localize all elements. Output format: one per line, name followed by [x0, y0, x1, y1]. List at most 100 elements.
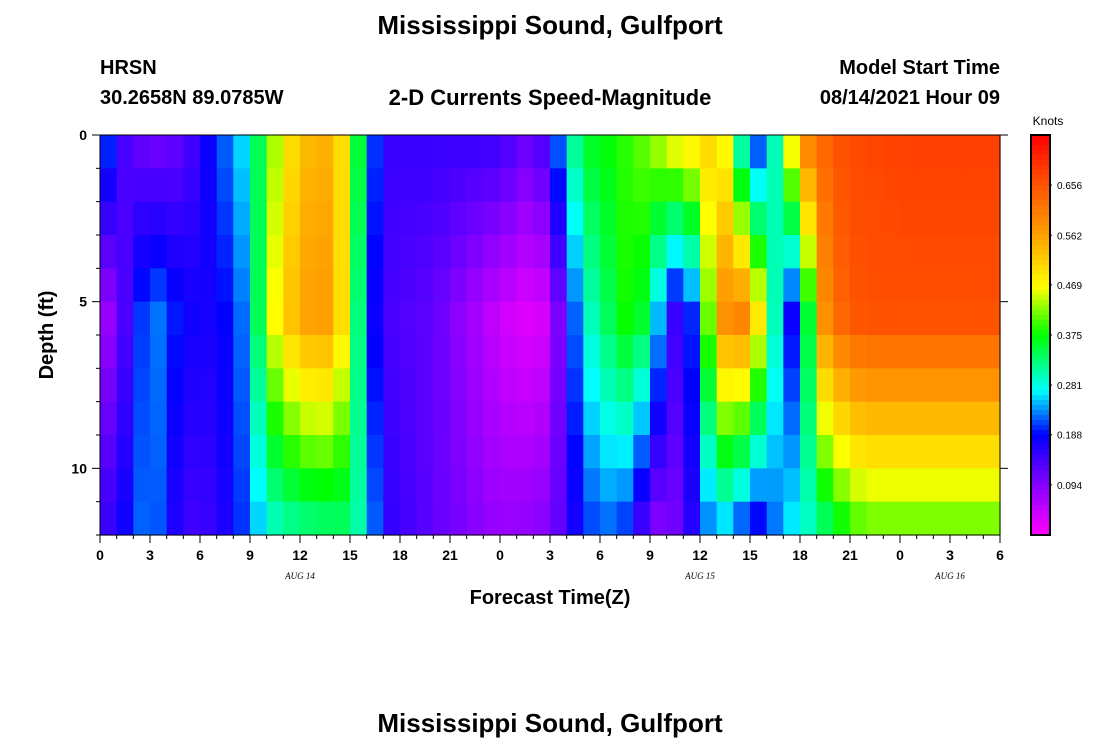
heatmap-cell — [133, 335, 151, 369]
heatmap-cell — [416, 135, 434, 169]
x-tick-label: 18 — [392, 547, 408, 563]
heatmap-cell — [150, 501, 168, 536]
colorbar-segment — [1031, 385, 1050, 391]
heatmap-cell — [966, 135, 984, 169]
heatmap-cell — [900, 301, 918, 336]
colorbar-segment — [1031, 240, 1050, 246]
heatmap-cell — [600, 201, 618, 236]
heatmap-cell — [666, 201, 684, 236]
heatmap-cell — [600, 501, 618, 536]
heatmap-cell — [483, 335, 501, 369]
heatmap-cell — [483, 135, 501, 169]
colorbar-segment — [1031, 370, 1050, 376]
heatmap-cell — [783, 335, 801, 369]
heatmap-cell — [450, 235, 468, 269]
heatmap-cell — [383, 335, 401, 369]
heatmap-cell — [800, 335, 818, 369]
heatmap-cell — [100, 135, 118, 169]
heatmap-cell — [666, 501, 684, 536]
heatmap-cell — [383, 435, 401, 469]
heatmap-cell — [266, 235, 284, 269]
heatmap-cell — [516, 235, 534, 269]
heatmap-cell — [716, 235, 734, 269]
heatmap-cell — [300, 168, 318, 203]
heatmap-cell — [433, 268, 451, 303]
heatmap-cell — [100, 468, 118, 503]
heatmap-cell — [950, 368, 968, 403]
colorbar-segment — [1031, 410, 1050, 416]
heatmap-cell — [933, 135, 951, 169]
heatmap-cell — [650, 401, 668, 436]
heatmap-cell — [916, 368, 934, 403]
heatmap-cell — [200, 335, 218, 369]
heatmap-cell — [866, 335, 884, 369]
colorbar-segment — [1031, 435, 1050, 441]
heatmap-cell — [333, 468, 351, 503]
heatmap-cell — [633, 168, 651, 203]
heatmap-cell — [100, 201, 118, 236]
heatmap-cell — [933, 468, 951, 503]
heatmap-cell — [533, 501, 551, 536]
heatmap-cell — [350, 368, 368, 403]
heatmap-cell — [333, 301, 351, 336]
heatmap-cell — [516, 201, 534, 236]
heatmap-cell — [733, 235, 751, 269]
colorbar-segment — [1031, 520, 1050, 526]
heatmap-cell — [550, 135, 568, 169]
heatmap-cell — [850, 268, 868, 303]
heatmap-cell — [650, 201, 668, 236]
heatmap-cell — [533, 301, 551, 336]
colorbar-segment — [1031, 150, 1050, 156]
heatmap-cell — [483, 235, 501, 269]
colorbar-tick-label: 0.188 — [1057, 431, 1082, 442]
heatmap-cell — [766, 501, 784, 536]
heatmap-cell — [566, 168, 584, 203]
colorbar-segment — [1031, 275, 1050, 281]
heatmap-cell — [366, 168, 384, 203]
heatmap-cell — [216, 368, 234, 403]
colorbar-segment — [1031, 430, 1050, 436]
heatmap-cell — [200, 435, 218, 469]
heatmap-cell — [583, 401, 601, 436]
heatmap-cell — [966, 201, 984, 236]
heatmap-cell — [450, 368, 468, 403]
heatmap-cell — [866, 135, 884, 169]
heatmap-cell — [416, 501, 434, 536]
heatmap-cell — [150, 268, 168, 303]
heatmap-cell — [833, 168, 851, 203]
heatmap-cell — [266, 335, 284, 369]
heatmap-cell — [450, 435, 468, 469]
heatmap-cell — [683, 268, 701, 303]
heatmap-cell — [416, 168, 434, 203]
heatmap-cell — [983, 301, 1001, 336]
heatmap-cell — [950, 268, 968, 303]
heatmap-cell — [216, 501, 234, 536]
x-tick-label: 12 — [292, 547, 308, 563]
x-tick-label: 6 — [596, 547, 604, 563]
heatmap-cell — [616, 268, 634, 303]
heatmap-cell — [583, 335, 601, 369]
colorbar-segment — [1031, 450, 1050, 456]
model-start-label: Model Start Time — [839, 57, 1000, 79]
colorbar-segment — [1031, 505, 1050, 511]
heatmap-cell — [883, 435, 901, 469]
heatmap-cell — [350, 135, 368, 169]
heatmap-cell — [866, 501, 884, 536]
heatmap-cell — [216, 135, 234, 169]
heatmap-cell — [833, 501, 851, 536]
heatmap-cell — [500, 301, 518, 336]
heatmap-cell — [333, 501, 351, 536]
heatmap-cell — [166, 135, 184, 169]
heatmap-cell — [633, 435, 651, 469]
heatmap-cell — [516, 301, 534, 336]
heatmap-cell — [283, 168, 301, 203]
heatmap-cell — [900, 335, 918, 369]
heatmap-cell — [933, 168, 951, 203]
heatmap-cell — [666, 335, 684, 369]
colorbar-segment — [1031, 395, 1050, 401]
heatmap-cell — [816, 168, 834, 203]
heatmap-cell — [183, 368, 201, 403]
heatmap-cell — [816, 301, 834, 336]
heatmap-cell — [933, 301, 951, 336]
heatmap-cell — [350, 168, 368, 203]
